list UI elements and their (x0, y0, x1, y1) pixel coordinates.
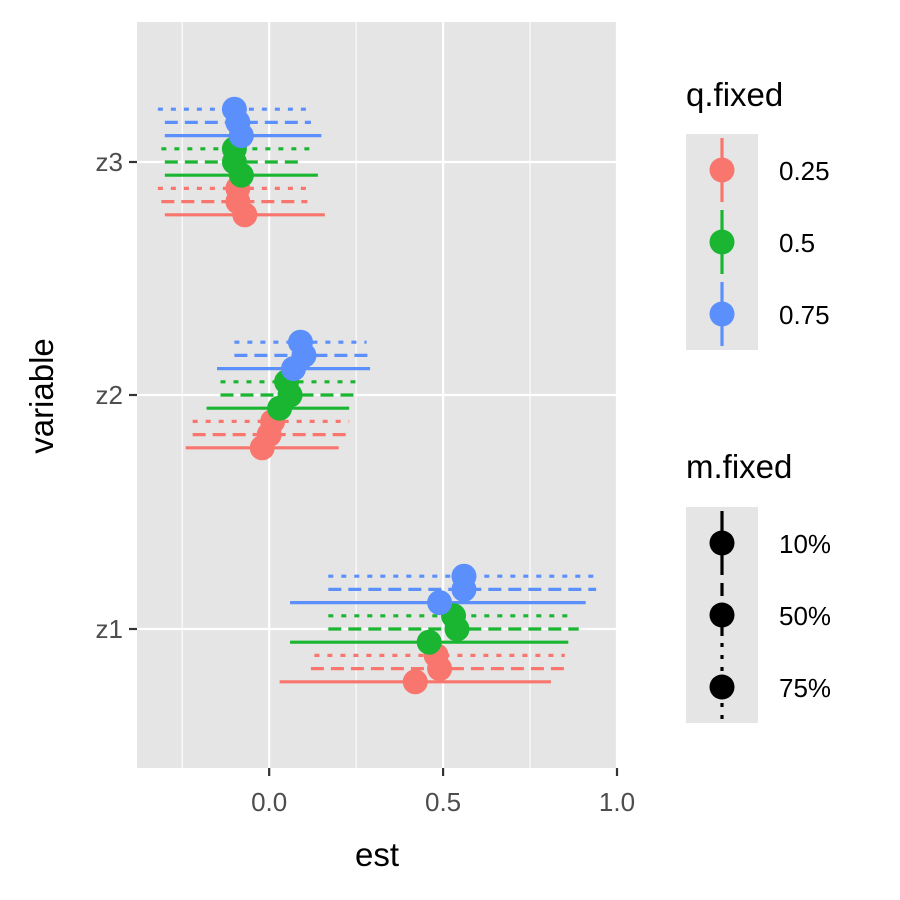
y-tick-label: z2 (96, 380, 123, 410)
legend-label: 0.25 (779, 156, 830, 186)
point-z2-q0.75-m75 (287, 329, 313, 355)
legend-key-point (709, 602, 735, 628)
legend-title: m.fixed (686, 448, 792, 485)
x-tick-label: 0.5 (425, 787, 461, 817)
legend-key-point (709, 674, 735, 700)
point-z3-q0.75-m75 (221, 96, 247, 122)
y-axis-title: variable (23, 338, 60, 454)
x-tick-label: 0.0 (251, 787, 287, 817)
series-layer (157, 96, 597, 695)
legend-key-point (709, 157, 735, 183)
point-z1-q0.75-m10 (427, 590, 453, 616)
point-z1-q0.5-m10 (416, 629, 442, 655)
legend-label: 75% (779, 673, 831, 703)
legend-title: q.fixed (686, 76, 783, 113)
legend-label: 0.5 (779, 228, 815, 258)
point-z1-q0.75-m75 (451, 563, 477, 589)
legend-key-point (709, 229, 735, 255)
legend-label: 10% (779, 529, 831, 559)
y-tick-label: z1 (96, 614, 123, 644)
point-z1-q0.25-m10 (402, 669, 428, 695)
legend-label: 50% (779, 601, 831, 631)
legend-key-point (709, 301, 735, 327)
x-axis: 0.0 0.5 1.0 (251, 768, 635, 817)
legend-label: 0.75 (779, 300, 830, 330)
y-tick-label: z3 (96, 147, 123, 177)
x-tick-label: 1.0 (599, 787, 635, 817)
legend: q.fixed 0.25 0.5 0.75 m.fixed 10% 50% 75% (686, 76, 831, 723)
x-axis-title: est (355, 836, 399, 873)
legend-key-point (709, 530, 735, 556)
y-axis: z1 z2 z3 (96, 147, 137, 644)
